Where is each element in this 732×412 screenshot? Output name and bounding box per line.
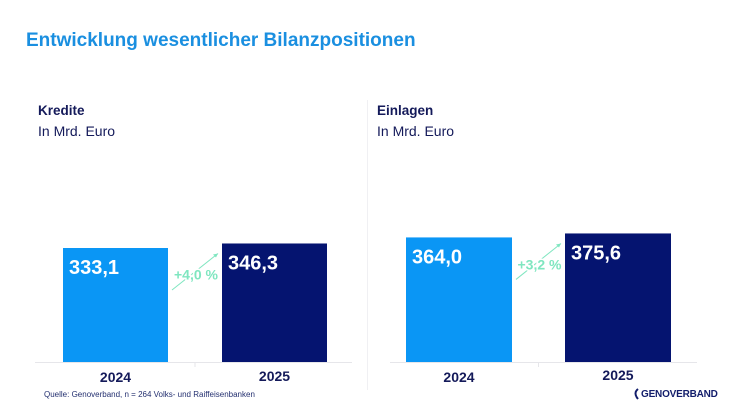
- logo-swoosh-icon: [634, 388, 639, 400]
- x-tick-label-einlagen-2024: 2024: [443, 369, 474, 385]
- x-tick-label-einlagen-2025: 2025: [602, 367, 633, 383]
- page-title: Entwicklung wesentlicher Bilanzpositione…: [26, 30, 416, 51]
- growth-arrowhead-kredite: [213, 253, 218, 258]
- growth-label-einlagen: +3,2 %: [518, 256, 563, 272]
- panel-title-einlagen: Einlagen: [377, 103, 434, 118]
- genoverband-logo: GENOVERBAND: [632, 388, 718, 400]
- panel-title-kredite: Kredite: [38, 103, 85, 118]
- source-note: Quelle: Genoverband, n = 264 Volks- und …: [44, 390, 255, 399]
- x-tick-label-kredite-2024: 2024: [100, 369, 131, 385]
- bar-einlagen-2025: [565, 233, 671, 362]
- bar-kredite-2025: [222, 243, 327, 362]
- growth-arrowhead-einlagen: [556, 243, 561, 248]
- logo-text: GENOVERBAND: [641, 388, 718, 400]
- panel-subtitle-kredite: In Mrd. Euro: [38, 123, 116, 139]
- bar-einlagen-2024: [406, 237, 512, 362]
- growth-arrow-einlagen: [515, 243, 562, 280]
- panel-divider: [367, 100, 368, 390]
- data-label-kredite-2024: 333,1: [69, 257, 119, 279]
- data-label-kredite-2025: 346,3: [228, 252, 278, 274]
- data-label-einlagen-2024: 364,0: [412, 246, 462, 268]
- growth-label-kredite: +4,0 %: [174, 267, 219, 283]
- bar-kredite-2024: [63, 248, 168, 362]
- x-tick-label-kredite-2025: 2025: [259, 368, 290, 384]
- panel-subtitle-einlagen: In Mrd. Euro: [377, 123, 455, 139]
- data-label-einlagen-2025: 375,6: [571, 242, 621, 264]
- growth-arrow-kredite: [171, 253, 219, 291]
